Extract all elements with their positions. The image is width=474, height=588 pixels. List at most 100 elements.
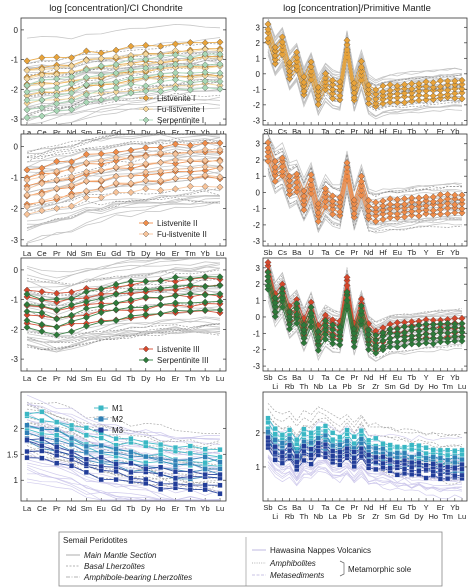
data-point — [300, 91, 308, 99]
data-point — [68, 435, 75, 442]
y-tick-label: -3 — [11, 236, 19, 245]
data-point — [24, 411, 30, 417]
x-tick-label: Dy — [141, 128, 150, 137]
data-point — [112, 188, 120, 196]
data-point — [329, 95, 337, 102]
data-point — [68, 62, 75, 70]
data-point — [314, 209, 322, 217]
data-point — [172, 481, 179, 487]
data-point — [350, 89, 358, 97]
data-point — [423, 462, 429, 468]
left-column-title: log [concentration]/CI Chondrite — [49, 3, 183, 14]
data-point — [393, 98, 401, 106]
data-point — [38, 86, 46, 94]
data-point — [314, 341, 322, 349]
x-tick-label: Tm — [185, 374, 196, 383]
series-line — [267, 41, 463, 107]
data-point — [393, 196, 401, 203]
data-point — [187, 443, 193, 449]
data-point — [293, 170, 301, 178]
x-tick-label: Zr — [372, 512, 380, 521]
data-point — [451, 328, 459, 336]
series-line — [267, 32, 463, 100]
data-point — [408, 85, 416, 93]
reference-line — [26, 269, 221, 285]
data-point — [142, 311, 150, 318]
data-point — [350, 213, 358, 221]
data-point — [271, 294, 279, 302]
series-line — [267, 272, 463, 336]
data-point — [97, 86, 105, 94]
data-point — [357, 302, 365, 310]
data-point — [372, 204, 380, 212]
data-point — [24, 430, 30, 436]
series-line — [267, 447, 463, 480]
data-point — [408, 194, 416, 202]
data-point — [330, 443, 336, 449]
x-tick-label: La — [23, 249, 32, 258]
data-point — [357, 172, 365, 180]
data-point — [53, 306, 61, 314]
data-point — [452, 448, 458, 454]
data-point — [142, 277, 150, 285]
data-point — [387, 451, 393, 457]
data-point — [142, 168, 150, 176]
panel-3: 0 -1 -2 -3 La Ce Pr Nd Sm Eu Gd Tb Dy Ho Er Tm Yb Lu — [11, 257, 227, 383]
data-point — [300, 326, 308, 334]
data-point — [436, 197, 444, 204]
data-point — [23, 166, 31, 174]
data-point — [217, 459, 223, 465]
data-point — [329, 335, 337, 343]
data-point — [401, 444, 408, 450]
series-line — [267, 161, 463, 223]
data-point — [172, 475, 179, 481]
x-tick-label: Er — [172, 374, 180, 383]
data-point — [24, 422, 30, 428]
data-point — [329, 205, 337, 213]
data-point — [53, 107, 61, 115]
data-point — [127, 74, 135, 82]
y-tick-label: -2 — [11, 205, 19, 214]
data-point — [422, 206, 430, 214]
data-point — [415, 327, 423, 335]
x-tick-label: Ta — [322, 127, 331, 136]
data-point — [186, 281, 194, 289]
y-tick-label: 1 — [256, 463, 261, 472]
data-point — [201, 273, 209, 281]
data-point — [445, 476, 451, 482]
data-point — [143, 476, 149, 482]
data-point — [322, 70, 329, 78]
data-point — [372, 90, 380, 98]
legend-hawasina: Hawasina Nappes Volcanics — [270, 546, 371, 555]
x-tick-label: Sm — [81, 504, 92, 513]
x-tick-label: Sm — [81, 249, 92, 258]
data-point — [127, 164, 135, 172]
reference-line — [267, 442, 463, 468]
data-point — [415, 207, 423, 215]
data-point — [445, 457, 451, 463]
data-point — [187, 474, 193, 480]
reference-line — [267, 134, 463, 193]
x-tick-label: Hf — [379, 503, 387, 512]
x-tick-label: Tb — [407, 503, 416, 512]
data-point — [186, 275, 194, 283]
data-point — [97, 166, 105, 174]
x-tick-label: Li — [272, 512, 278, 521]
data-point — [216, 297, 224, 305]
x-tick-label: Er — [437, 127, 445, 136]
data-point — [408, 89, 416, 97]
data-point — [314, 346, 322, 354]
data-point — [142, 185, 150, 193]
data-point — [379, 206, 387, 214]
data-point — [366, 444, 372, 450]
data-point — [322, 432, 329, 439]
data-point — [186, 164, 194, 172]
x-tick-label: Lu — [458, 382, 466, 391]
data-point — [458, 325, 466, 332]
reference-line — [26, 401, 221, 440]
data-point — [112, 154, 120, 161]
y-tick-label: -3 — [11, 355, 19, 364]
legend-swatch-marker — [142, 356, 150, 364]
data-point — [53, 64, 61, 72]
